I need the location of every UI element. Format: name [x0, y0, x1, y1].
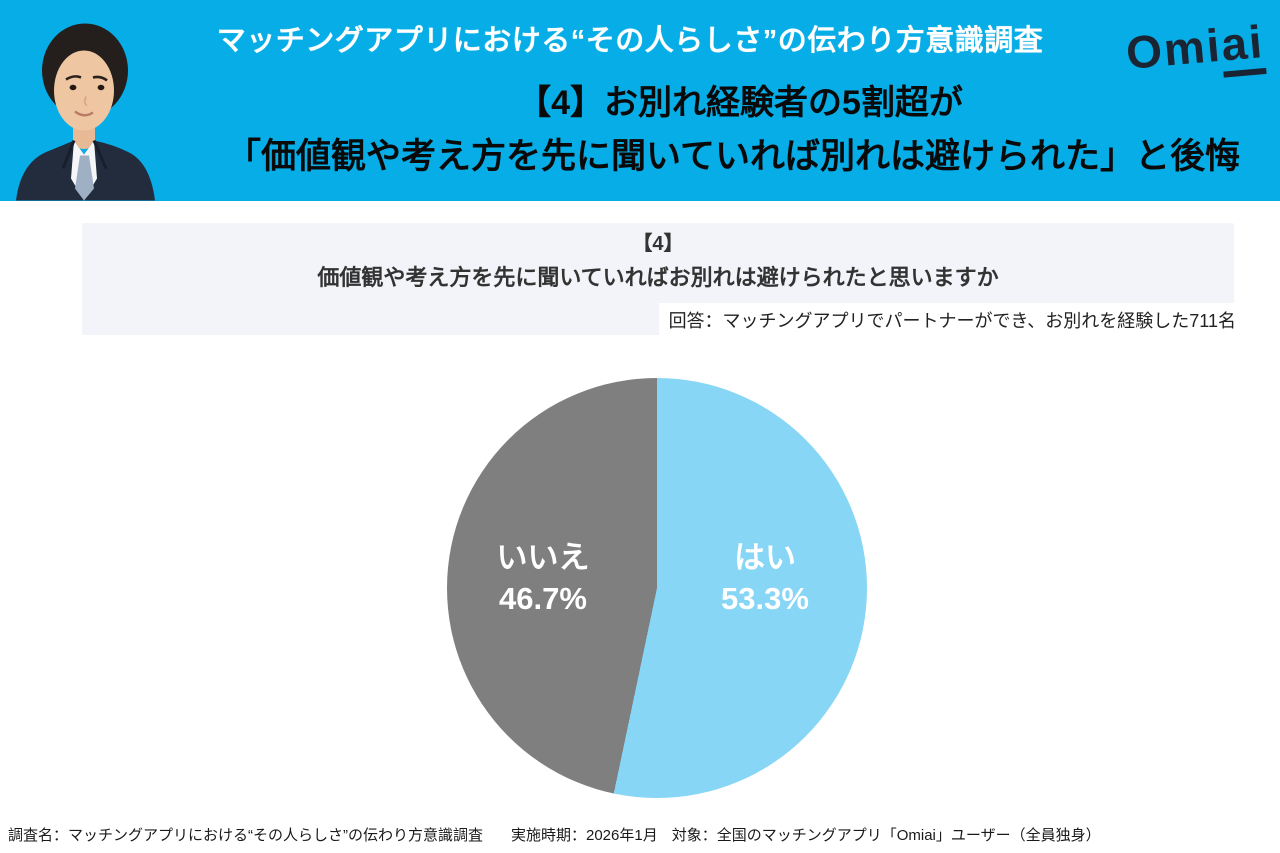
survey-title: マッチングアプリにおける“その人らしさ”の伝わり方意識調査 — [216, 25, 1044, 57]
pie-label-yes: はい 53.3% — [721, 537, 809, 619]
photo-face — [54, 50, 114, 131]
spokesperson-photo — [16, 23, 155, 201]
photo-hair-front — [49, 33, 121, 79]
pie-label-no-value: 46.7% — [499, 581, 587, 616]
headline-line2: 「価値観や考え方を先に聞いていれば別れは避けられた」と後悔 — [226, 137, 1240, 176]
footer-target: 対象：全国のマッチングアプリ「Omiai」ユーザー（全員独身） — [671, 827, 1101, 844]
pie-label-yes-value: 53.3% — [721, 581, 809, 616]
pie-label-yes-name: はい — [734, 540, 796, 575]
omiai-logo-text-underlined: ai — [1219, 15, 1267, 78]
question-number: 【4】 — [632, 233, 684, 255]
photo-brow-left — [65, 75, 82, 81]
header-banner: マッチングアプリにおける“その人らしさ”の伝わり方意識調査 Omiai 【4】お… — [0, 0, 1280, 201]
photo-eye-left — [69, 84, 77, 91]
question-text: 価値観や考え方を先に聞いていればお別れは避けられたと思いますか — [317, 265, 999, 290]
footer-note: 調査名：マッチングアプリにおける“その人らしさ”の伝わり方意識調査 実施時期：20… — [8, 826, 1280, 846]
pie-chart: いいえ 46.7% はい 53.3% — [447, 378, 867, 798]
footer-survey-name: 調査名：マッチングアプリにおける“その人らしさ”の伝わり方意識調査 — [8, 827, 483, 844]
respondents-note: 回答：マッチングアプリでパートナーができ、お別れを経験した711名 — [658, 303, 1238, 337]
photo-mouth — [74, 110, 94, 117]
headline-line1: 【4】お別れ経験者の5割超が — [517, 84, 963, 122]
photo-eye-right — [97, 84, 105, 91]
pie-label-no-name: いいえ — [496, 540, 590, 575]
photo-lapels — [61, 139, 108, 170]
pie-label-no: いいえ 46.7% — [497, 537, 590, 619]
photo-brow-right — [92, 75, 108, 82]
photo-tie — [75, 155, 94, 201]
omiai-logo-text-main: Omi — [1124, 18, 1224, 79]
omiai-logo: Omiai — [1124, 15, 1267, 79]
photo-nose — [83, 96, 88, 107]
footer-period: 実施時期：2026年1月 — [511, 827, 658, 844]
